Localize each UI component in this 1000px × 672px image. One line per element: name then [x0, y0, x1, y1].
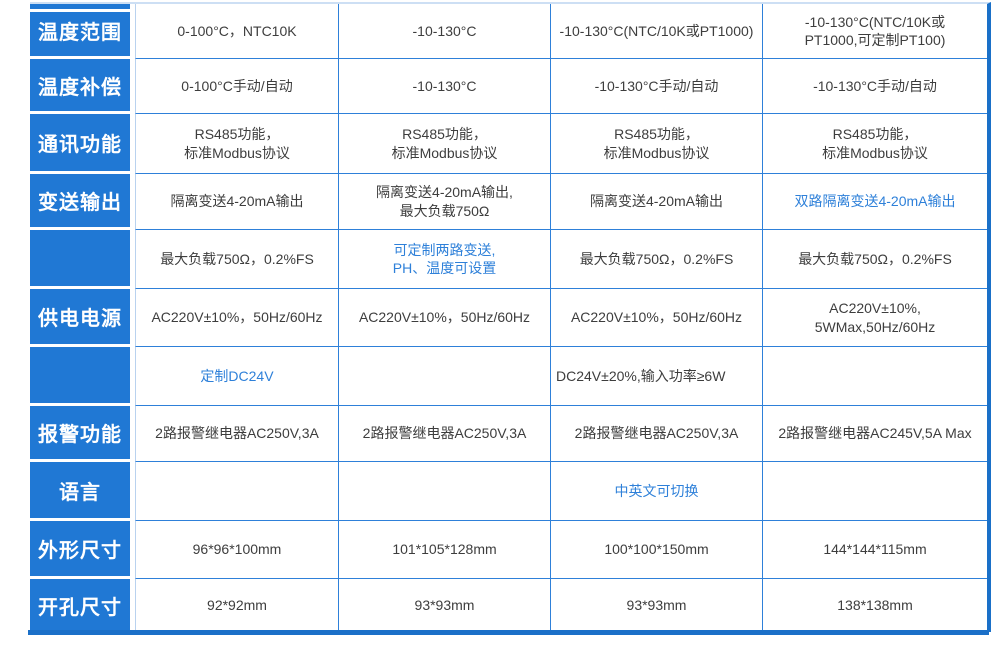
table-cell: AC220V±10%，50Hz/60Hz: [338, 289, 550, 347]
table-cell: 定制DC24V: [135, 347, 338, 406]
table-cell: DC24V±20%,输入功率≥6W: [550, 347, 762, 406]
table-cell: [762, 462, 987, 521]
table-cell: 138*138mm: [762, 579, 987, 632]
table-cell: 隔离变送4-20mA输出: [550, 174, 762, 230]
table-cell: 最大负载750Ω，0.2%FS: [762, 230, 987, 289]
table-cell: 可定制两路变送, PH、温度可设置: [338, 230, 550, 289]
table-cell: 双路隔离变送4-20mA输出: [762, 174, 987, 230]
row-header: 变送输出: [30, 174, 130, 230]
table-cell: -10-130°C: [338, 59, 550, 114]
table-cell: [338, 462, 550, 521]
row-header: 报警功能: [30, 406, 130, 462]
row-header: [30, 230, 130, 289]
table-cell: 93*93mm: [338, 579, 550, 632]
row-header: [30, 347, 130, 406]
table-cell: RS485功能， 标准Modbus协议: [135, 114, 338, 174]
row-header: 温度范围: [30, 4, 130, 59]
table-cell: RS485功能， 标准Modbus协议: [550, 114, 762, 174]
header-column-top-separator: [30, 9, 130, 12]
table-cell: [135, 462, 338, 521]
table-cell: 2路报警继电器AC250V,3A: [135, 406, 338, 462]
row-header: 开孔尺寸: [30, 579, 130, 632]
row-header: 供电电源: [30, 289, 130, 347]
table-cell: 最大负载750Ω，0.2%FS: [135, 230, 338, 289]
table-cell: 隔离变送4-20mA输出, 最大负载750Ω: [338, 174, 550, 230]
table-cell: 100*100*150mm: [550, 521, 762, 579]
table-cell: AC220V±10%，50Hz/60Hz: [135, 289, 338, 347]
table-cell: 96*96*100mm: [135, 521, 338, 579]
table-cell: RS485功能， 标准Modbus协议: [762, 114, 987, 174]
table-cell: -10-130°C(NTC/10K或PT1000): [550, 4, 762, 59]
table-cell: 101*105*128mm: [338, 521, 550, 579]
table-cell: 92*92mm: [135, 579, 338, 632]
row-header: 外形尺寸: [30, 521, 130, 579]
row-header: 语言: [30, 462, 130, 521]
table-cell: 2路报警继电器AC245V,5A Max: [762, 406, 987, 462]
table-cell: [338, 347, 550, 406]
table-cell: 隔离变送4-20mA输出: [135, 174, 338, 230]
row-header: 通讯功能: [30, 114, 130, 174]
table-cell: RS485功能， 标准Modbus协议: [338, 114, 550, 174]
table-cell: AC220V±10%, 5WMax,50Hz/60Hz: [762, 289, 987, 347]
table-cell: 0-100°C手动/自动: [135, 59, 338, 114]
table-cell: -10-130°C手动/自动: [550, 59, 762, 114]
table-cell: 0-100°C，NTC10K: [135, 4, 338, 59]
bottom-accent-bar: [28, 630, 989, 635]
table-cell: 最大负载750Ω，0.2%FS: [550, 230, 762, 289]
table-cell: -10-130°C: [338, 4, 550, 59]
table-cell: AC220V±10%，50Hz/60Hz: [550, 289, 762, 347]
table-cell: [762, 347, 987, 406]
row-header: 温度补偿: [30, 59, 130, 114]
table-cell: 144*144*115mm: [762, 521, 987, 579]
table-cell: 93*93mm: [550, 579, 762, 632]
table-cell: -10-130°C手动/自动: [762, 59, 987, 114]
table-cell: 2路报警继电器AC250V,3A: [550, 406, 762, 462]
table-cell: 中英文可切换: [550, 462, 762, 521]
spec-comparison-table: 温度范围 0-100°C，NTC10K -10-130°C -10-130°C(NTC…: [30, 2, 991, 632]
table-cell: 2路报警继电器AC250V,3A: [338, 406, 550, 462]
table-cell: -10-130°C(NTC/10K或 PT1000,可定制PT100): [762, 4, 987, 59]
